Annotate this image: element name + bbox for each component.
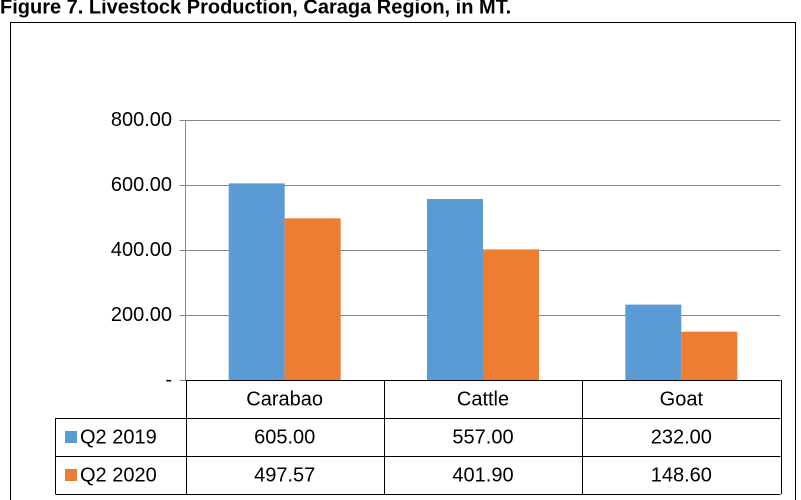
chart-frame xyxy=(10,22,796,500)
y-tick-label: 200.00 xyxy=(111,304,172,326)
bar xyxy=(483,249,539,380)
x-tick-label: Carabao xyxy=(246,388,323,410)
table-value: 148.60 xyxy=(651,464,712,486)
y-tick-label: 600.00 xyxy=(111,174,172,196)
bar xyxy=(284,218,341,380)
bar xyxy=(427,198,483,380)
y-tick-label: 400.00 xyxy=(111,239,172,261)
x-tick-label: Cattle xyxy=(457,388,509,410)
legend-swatch xyxy=(65,431,77,443)
table-value: 401.90 xyxy=(452,464,513,486)
bar xyxy=(625,304,682,380)
table-value: 605.00 xyxy=(254,426,315,448)
legend-label: Q2 2020 xyxy=(80,464,157,486)
bar xyxy=(228,183,285,380)
chart-title: Figure 7. Livestock Production, Caraga R… xyxy=(0,0,511,18)
legend-label: Q2 2019 xyxy=(80,426,157,448)
bar xyxy=(681,331,738,380)
y-tick-label: 800.00 xyxy=(111,109,172,131)
table-value: 232.00 xyxy=(651,426,712,448)
x-tick-label: Goat xyxy=(660,388,704,410)
table-value: 497.57 xyxy=(254,464,315,486)
y-tick-label: - xyxy=(165,369,172,391)
legend-swatch xyxy=(65,469,77,481)
table-value: 557.00 xyxy=(452,426,513,448)
